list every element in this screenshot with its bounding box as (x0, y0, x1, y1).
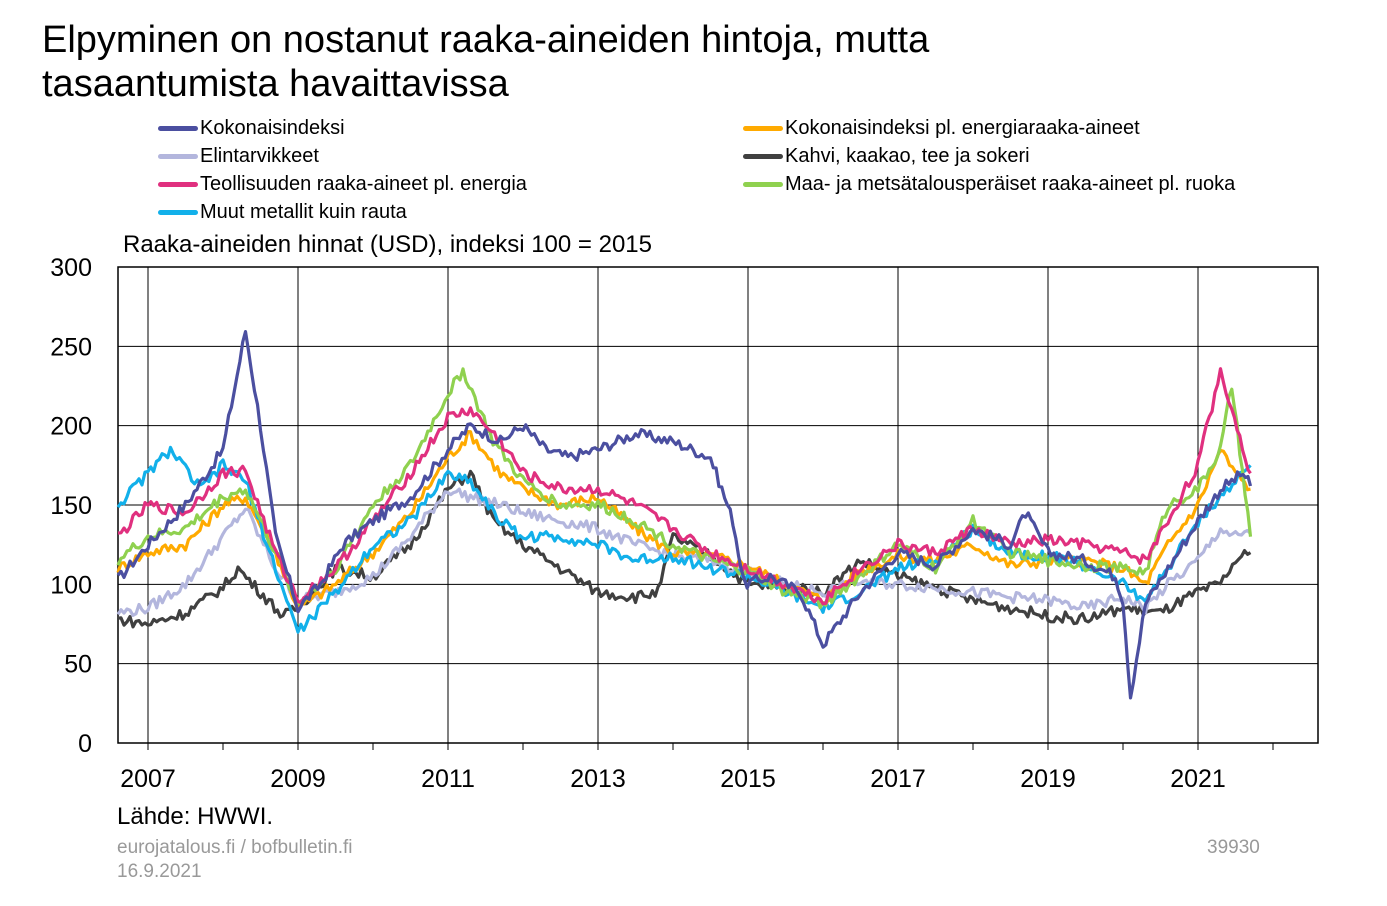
x-tick-label: 2017 (870, 765, 926, 793)
legend-label: Kahvi, kaakao, tee ja sokeri (785, 144, 1030, 167)
x-tick-label: 2021 (1170, 765, 1226, 793)
legend-label: Elintarvikkeet (200, 144, 319, 167)
x-tick-label: 2013 (570, 765, 626, 793)
chart-title: Elpyminen on nostanut raaka-aineiden hin… (42, 18, 1342, 106)
chart-subtitle: Raaka-aineiden hinnat (USD), indeksi 100… (123, 231, 652, 258)
legend-swatch (158, 181, 198, 187)
x-tick-label: 2019 (1020, 765, 1076, 793)
y-tick-label: 300 (50, 254, 92, 282)
legend-item: Maa- ja metsätalousperäiset raaka-aineet… (743, 171, 1235, 197)
footer-left: eurojatalous.fi / bofbulletin.fi 16.9.20… (117, 836, 353, 884)
legend-swatch (743, 153, 783, 159)
chart-title-line-1: Elpyminen on nostanut raaka-aineiden hin… (42, 19, 930, 61)
x-tick-label: 2009 (270, 765, 326, 793)
series-line (117, 367, 1252, 606)
legend-label: Maa- ja metsätalousperäiset raaka-aineet… (785, 172, 1236, 195)
x-tick-label: 2011 (421, 765, 475, 793)
footer-website: eurojatalous.fi / bofbulletin.fi (117, 837, 353, 858)
chart-title-line-2: tasaantumista havaittavissa (42, 63, 509, 105)
y-tick-label: 50 (64, 651, 92, 679)
y-tick-label: 0 (78, 730, 92, 758)
legend-swatch (743, 125, 783, 131)
legend-item: Kokonaisindeksi (158, 115, 345, 141)
y-tick-label: 200 (50, 413, 92, 441)
legend-label: Kokonaisindeksi (200, 116, 345, 139)
legend-item: Kahvi, kaakao, tee ja sokeri (743, 143, 1030, 169)
legend-swatch (158, 209, 198, 215)
legend-swatch (158, 153, 198, 159)
legend-item: Teollisuuden raaka-aineet pl. energia (158, 171, 527, 197)
legend-item: Elintarvikkeet (158, 143, 319, 169)
y-tick-label: 250 (50, 333, 92, 361)
legend-label: Muut metallit kuin rauta (200, 200, 407, 223)
legend-swatch (743, 181, 783, 187)
legend-item: Kokonaisindeksi pl. energiaraaka-aineet (743, 115, 1140, 141)
footer-date: 16.9.2021 (117, 861, 202, 882)
legend-item: Muut metallit kuin rauta (158, 199, 407, 225)
legend-swatch (158, 125, 198, 131)
series-line (116, 330, 1253, 700)
footer-chart-id: 39930 (1207, 837, 1260, 858)
y-tick-label: 150 (50, 492, 92, 520)
x-tick-label: 2007 (120, 765, 176, 793)
source-note: Lähde: HWWI. (117, 803, 274, 830)
y-tick-label: 100 (50, 571, 92, 599)
legend-label: Kokonaisindeksi pl. energiaraaka-aineet (785, 116, 1140, 139)
x-tick-label: 2015 (720, 765, 776, 793)
legend-label: Teollisuuden raaka-aineet pl. energia (200, 172, 527, 195)
